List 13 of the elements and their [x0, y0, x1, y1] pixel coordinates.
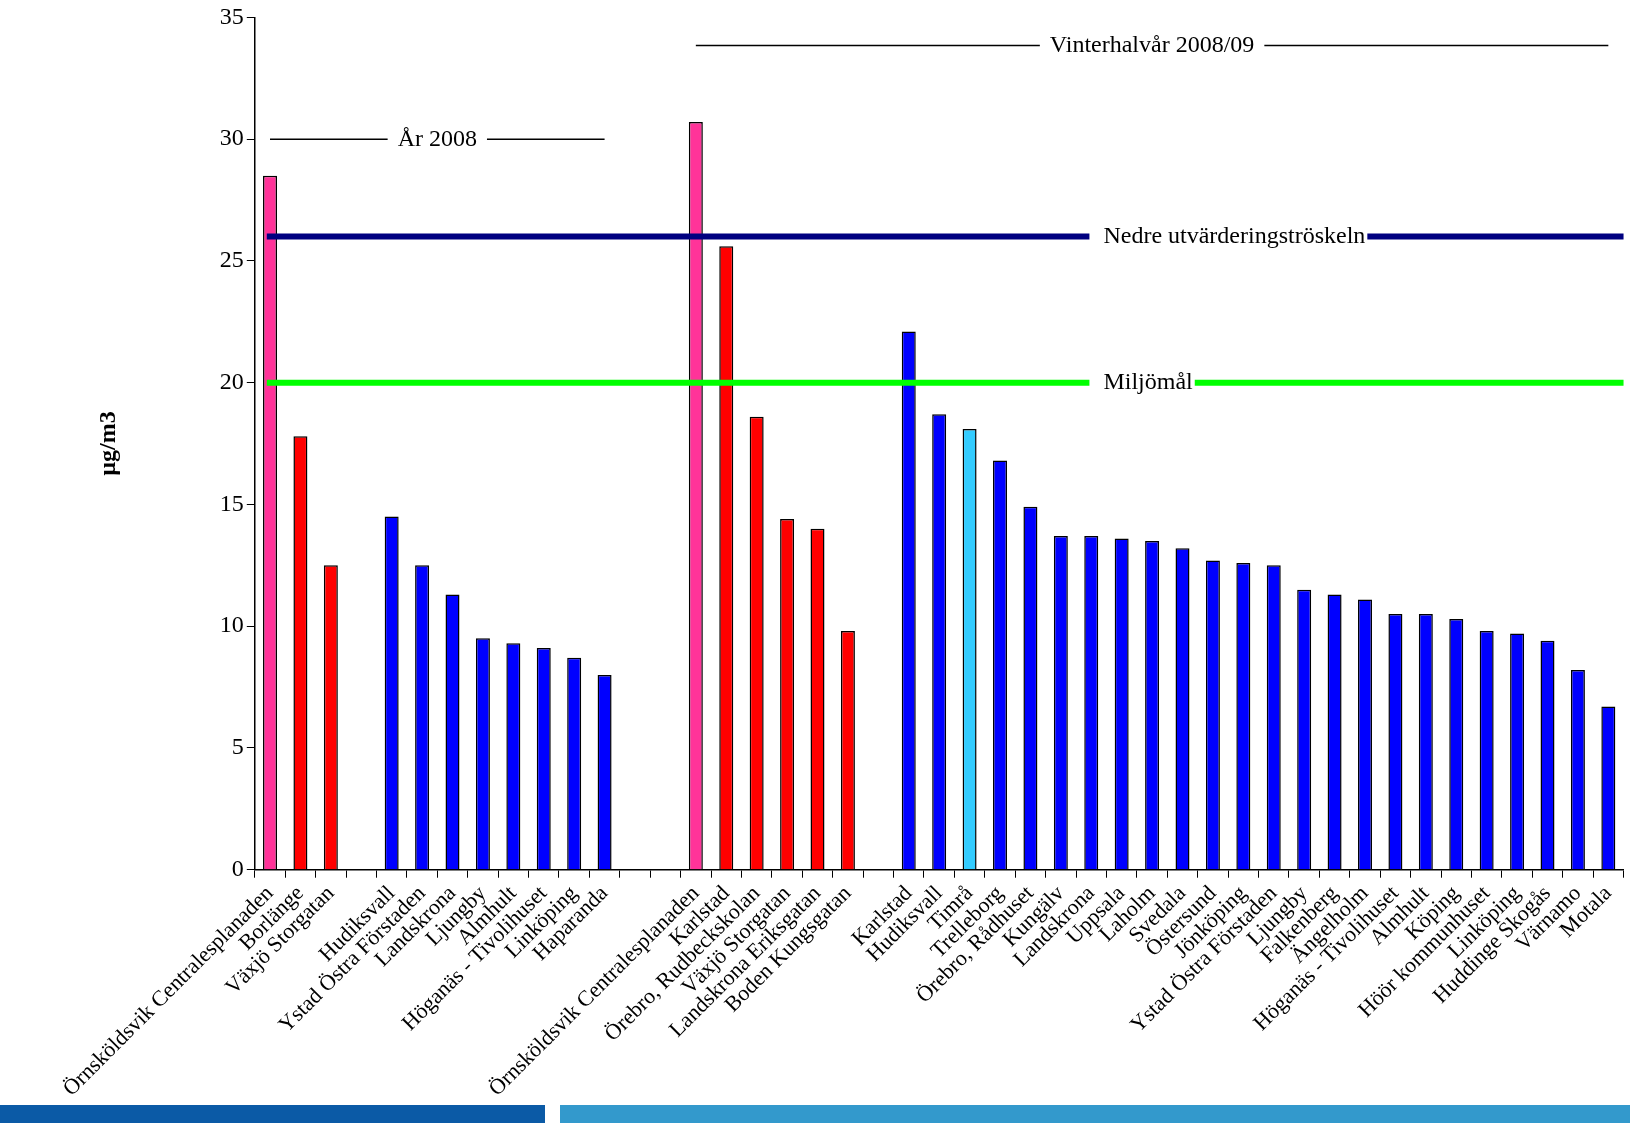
y-axis-title: µg/m3 [93, 411, 120, 476]
y-tick-label: 30 [219, 124, 244, 151]
y-tick-label: 5 [231, 733, 244, 760]
y-tick-label: 25 [219, 246, 244, 273]
annotation: År 2008 [397, 124, 477, 151]
ref-line-label: Miljömål [1103, 367, 1194, 394]
y-tick-label: 20 [219, 367, 244, 394]
annotation: Vinterhalvår 2008/09 [1049, 30, 1255, 57]
y-tick-label: 35 [219, 2, 244, 29]
y-tick-label: 10 [219, 611, 244, 638]
ref-line-label: Nedre utvärderingströskeln [1103, 221, 1366, 248]
y-tick-label: 15 [219, 489, 244, 516]
y-tick-label: 0 [231, 855, 244, 882]
